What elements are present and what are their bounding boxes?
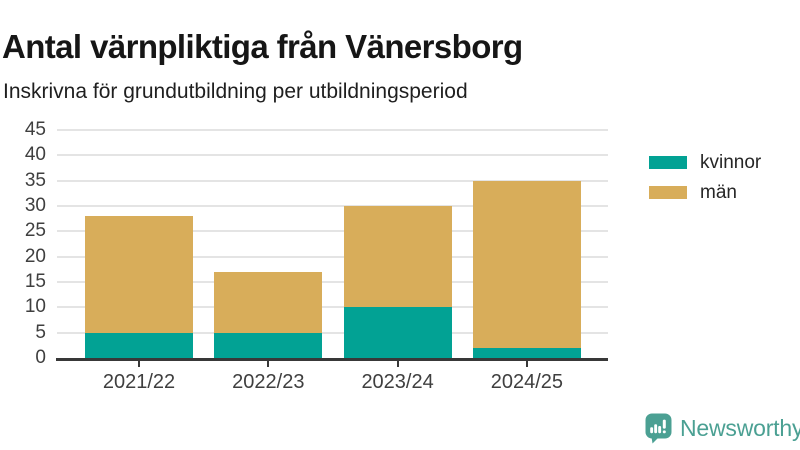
bar-segment-kvinnor-2021/22[interactable]	[85, 332, 193, 358]
bar-segment-kvinnor-2022/23[interactable]	[214, 332, 323, 358]
bar-segment-män-2023/24[interactable]	[343, 206, 452, 308]
x-axis-category-label: 2023/24	[361, 371, 434, 393]
gridline-15	[57, 281, 608, 283]
y-axis-tick-label: 35	[24, 169, 46, 191]
x-axis-tick	[267, 361, 270, 367]
y-axis-tick-label: 45	[24, 119, 46, 140]
y-axis-tick-label: 25	[24, 220, 46, 242]
gridline-45	[57, 129, 608, 131]
legend-item-kvinnor[interactable]: kvinnor	[649, 153, 761, 172]
gridline-30	[57, 205, 608, 207]
x-axis-category-label: 2024/25	[490, 371, 564, 393]
y-axis-tick-label: 30	[24, 195, 46, 216]
newsworthy-brand-link[interactable]: Newsworthy	[645, 413, 800, 444]
legend-label-man: män	[700, 182, 737, 203]
gridline-40	[57, 154, 608, 157]
y-axis-tick-label: 15	[24, 271, 46, 292]
gridline-25	[57, 230, 608, 233]
gridline-35	[57, 179, 608, 182]
chart-legend: kvinnor män	[649, 153, 761, 213]
gridline-10	[57, 306, 608, 309]
x-axis-tick	[396, 361, 399, 367]
legend-item-man[interactable]: män	[649, 183, 761, 202]
x-axis-tick	[525, 361, 528, 367]
bar-segment-kvinnor-2024/25[interactable]	[472, 347, 581, 358]
y-axis-tick-label: 20	[24, 245, 46, 267]
x-axis-category-label: 2021/22	[102, 371, 176, 393]
bar-segment-män-2021/22[interactable]	[85, 216, 193, 333]
gridline-20	[57, 255, 608, 258]
y-axis-tick-label: 10	[24, 296, 46, 318]
bar-segment-kvinnor-2023/24[interactable]	[343, 307, 452, 358]
x-axis-line	[56, 358, 608, 361]
legend-swatch-kvinnor	[649, 156, 687, 169]
legend-swatch-man	[649, 186, 687, 199]
gridline-5	[57, 331, 608, 334]
bar-segment-män-2022/23[interactable]	[214, 271, 323, 333]
y-axis-tick-label: 40	[24, 144, 46, 166]
legend-label-kvinnor: kvinnor	[700, 152, 762, 173]
bar-segment-män-2024/25[interactable]	[472, 180, 581, 348]
newsworthy-brand-label: Newsworthy	[680, 415, 800, 441]
y-axis-tick-label: 0	[35, 347, 46, 368]
newsworthy-logo-icon	[645, 413, 672, 444]
x-axis-category-label: 2022/23	[232, 371, 305, 393]
chart-title: Antal värnpliktiga från Vänersborg	[2, 28, 523, 66]
x-axis-tick	[138, 361, 140, 367]
y-axis-tick-label: 5	[35, 321, 46, 343]
chart-subtitle: Inskrivna för grundutbildning per utbild…	[3, 80, 468, 103]
